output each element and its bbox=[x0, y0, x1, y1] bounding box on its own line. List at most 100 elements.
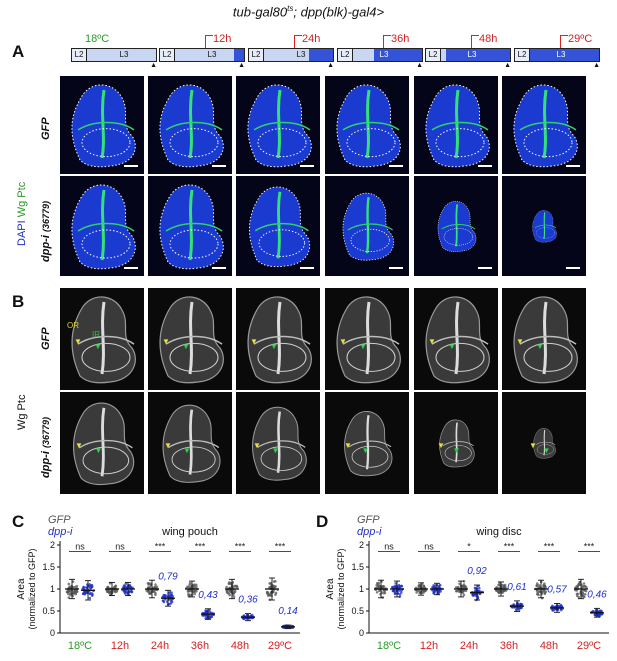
data-point bbox=[415, 591, 418, 594]
significance-label: *** bbox=[275, 542, 286, 552]
significance-label: *** bbox=[504, 542, 515, 552]
significance-label: ns bbox=[115, 542, 125, 552]
timeline-l3-label: L3 bbox=[296, 50, 306, 59]
data-point bbox=[461, 584, 464, 588]
data-point bbox=[89, 586, 92, 590]
x-tick-label: 18ºC bbox=[68, 640, 92, 652]
data-point bbox=[535, 584, 539, 588]
data-point bbox=[88, 583, 92, 586]
scale-bar bbox=[300, 165, 314, 167]
micrograph-a-gfp-3 bbox=[325, 76, 409, 174]
y-axis-label-sub: (normalized to GFP) bbox=[336, 548, 346, 629]
x-tick-label: 18ºC bbox=[377, 640, 401, 652]
x-tick-label: 29ºC bbox=[577, 640, 601, 652]
data-point bbox=[600, 613, 604, 616]
timeline-29c-segment bbox=[374, 49, 422, 61]
timeline-l2-label: L2 bbox=[72, 49, 87, 61]
timeline-29c-segment bbox=[309, 49, 333, 61]
data-point bbox=[455, 589, 459, 593]
data-point bbox=[88, 592, 92, 596]
outer-ring-arrowhead-icon: ▼ bbox=[162, 336, 170, 346]
legend-dpp-i: dpp-i bbox=[48, 526, 73, 538]
data-point bbox=[67, 582, 71, 586]
chart-title: wing pouch bbox=[161, 526, 218, 538]
y-tick-label: 2 bbox=[50, 540, 55, 550]
shift-arrow-icon bbox=[383, 35, 391, 48]
legend-gfp: GFP bbox=[357, 514, 380, 526]
timeline-caption: 48h bbox=[479, 33, 498, 45]
micrograph-b-gfp-4: ▼ ▼ bbox=[414, 288, 498, 390]
scale-bar bbox=[124, 165, 138, 167]
y-tick-label: 0 bbox=[50, 628, 55, 638]
data-point bbox=[585, 586, 588, 589]
micrograph-a-dpp-2 bbox=[236, 176, 320, 276]
data-point bbox=[420, 582, 424, 586]
data-point bbox=[124, 592, 127, 595]
data-point bbox=[383, 591, 387, 595]
figure-title: tub-gal80ts; dpp(blk)-gal4> bbox=[0, 4, 617, 19]
or-label: OR bbox=[67, 321, 79, 330]
significance-label: *** bbox=[584, 542, 595, 552]
title-sup: ts bbox=[287, 4, 294, 13]
data-point bbox=[578, 583, 581, 587]
data-point bbox=[575, 592, 579, 596]
data-point bbox=[149, 582, 153, 586]
micrograph-b-gfp-0: ▼ ▼ bbox=[60, 288, 144, 390]
timeline-29c-segment bbox=[515, 49, 599, 61]
data-point bbox=[381, 585, 385, 589]
data-point bbox=[454, 586, 458, 589]
x-tick-label: 12h bbox=[420, 640, 438, 652]
timeline-3: 36h L2 L3 ▲ bbox=[337, 32, 423, 74]
panel-b-row1-label: GFP bbox=[40, 327, 52, 350]
outer-ring-arrowhead-icon: ▼ bbox=[516, 336, 524, 346]
timeline-l2-label: L2 bbox=[426, 49, 441, 61]
data-point bbox=[397, 586, 401, 589]
inner-ring-arrowhead-icon: ▼ bbox=[183, 446, 191, 456]
significance-label: ns bbox=[424, 542, 434, 552]
micrograph-b-dpp-3: ▼ ▼ bbox=[325, 392, 409, 494]
y-tick-label: 1 bbox=[50, 584, 55, 594]
data-point bbox=[432, 584, 435, 587]
data-point bbox=[433, 590, 436, 594]
data-point bbox=[543, 584, 547, 588]
shift-arrow-icon bbox=[560, 35, 568, 48]
scale-bar bbox=[124, 267, 138, 269]
chart-title: wing disc bbox=[475, 526, 522, 538]
panel-letter-b: B bbox=[12, 292, 25, 311]
y-axis-label: Area bbox=[325, 578, 336, 600]
panel-a-row2-name: dpp-i bbox=[40, 235, 52, 262]
inner-ring-arrowhead-icon: ▼ bbox=[94, 446, 103, 456]
scale-bar bbox=[478, 165, 492, 167]
inner-ring-arrowhead-icon: ▼ bbox=[542, 446, 551, 456]
data-point bbox=[122, 585, 125, 589]
micrograph-b-dpp-4: ▼ ▼ bbox=[414, 392, 498, 494]
legend-gfp: GFP bbox=[48, 514, 71, 526]
inner-ring-arrowhead-icon: ▼ bbox=[359, 342, 367, 352]
x-tick-label: 48h bbox=[540, 640, 558, 652]
fold-change-annotation: 0,14 bbox=[278, 606, 298, 617]
data-point bbox=[583, 592, 587, 596]
micrograph-b-dpp-5: ▼ ▼ bbox=[502, 392, 586, 494]
micrograph-a-gfp-0 bbox=[60, 76, 144, 174]
data-point bbox=[232, 595, 236, 599]
data-point bbox=[393, 584, 396, 588]
data-point bbox=[551, 604, 554, 608]
data-point bbox=[495, 586, 499, 589]
data-point bbox=[535, 582, 539, 585]
data-point bbox=[574, 586, 577, 589]
data-point bbox=[462, 593, 466, 597]
fold-change-annotation: 0,79 bbox=[158, 571, 178, 582]
fold-change-annotation: 0,43 bbox=[198, 590, 218, 601]
data-point bbox=[267, 593, 271, 597]
x-tick-label: 24h bbox=[460, 640, 478, 652]
timeline-l3-label: L3 bbox=[379, 50, 389, 59]
fold-change-annotation: 0,36 bbox=[238, 595, 258, 606]
data-point bbox=[392, 589, 396, 593]
data-point bbox=[272, 580, 276, 583]
data-point bbox=[417, 589, 421, 593]
outer-ring-arrowhead-icon: ▼ bbox=[339, 336, 347, 346]
data-point bbox=[478, 586, 481, 590]
data-point bbox=[146, 590, 150, 593]
data-point bbox=[582, 582, 586, 585]
